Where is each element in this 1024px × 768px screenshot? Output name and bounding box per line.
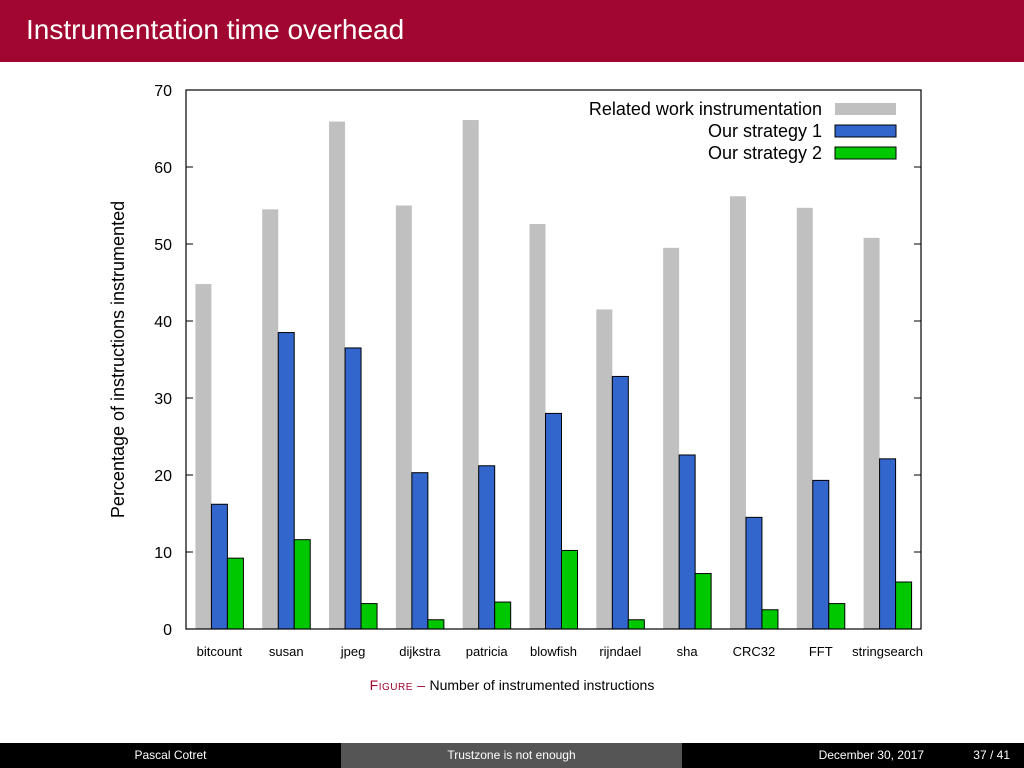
bar-blowfish-series-2 [545,412,562,630]
bar-stringsearch-series-3 [895,581,913,630]
slide-title: Instrumentation time overhead [26,14,405,45]
bar-blowfish-series-3 [561,549,578,630]
bar-stringsearch-series-2 [879,458,897,630]
bar-stringsearch-series-1 [863,237,880,629]
y-tick-label: 0 [163,622,172,639]
bar-crc32-series-2 [745,516,763,630]
bar-jpeg-series-1 [329,121,346,629]
x-tick-label: patricia [466,644,509,659]
y-tick-label: 40 [154,314,172,331]
bar-fft-series-3 [828,603,846,630]
x-tick-label: blowfish [530,644,577,659]
bar-bitcount-series-2 [210,503,228,630]
bar-susan-series-3 [293,539,311,630]
bar-fft-series-2 [812,479,830,630]
bar-rijndael-series-1 [596,309,613,629]
footer-date-segment: December 30, 2017 37 / 41 [682,743,1024,768]
legend-label-series-1: Related work instrumentation [589,99,822,119]
bar-sha-series-1 [663,247,680,629]
footer-author: Pascal Cotret [134,748,207,762]
bar-dijkstra-series-2 [411,472,429,630]
y-axis-label: Percentage of instructions instrumented [108,201,128,518]
bar-blowfish-series-1 [529,223,546,630]
x-tick-label: stringsearch [852,644,923,659]
x-tick-label: FFT [809,644,833,659]
bar-fft-series-1 [796,207,813,629]
y-tick-label: 10 [154,545,172,562]
footer-talk-title: Trustzone is not enough [447,748,576,762]
bar-crc32-series-1 [729,196,746,629]
footer-author-segment: Pascal Cotret [0,743,341,768]
y-tick-label: 30 [154,391,172,408]
legend-swatch-series-2 [834,124,897,138]
legend-swatch-series-1 [835,103,896,115]
slide-footer: Pascal Cotret Trustzone is not enough De… [0,743,1024,768]
footer-date: December 30, 2017 [818,748,924,762]
slide-header: Instrumentation time overhead [0,0,1024,62]
x-tick-label: jpeg [340,644,366,659]
bar-crc32-series-3 [761,609,779,630]
footer-page-number: 37 / 41 [973,748,1010,762]
figure-caption-text: Number of instrumented instructions [429,677,655,693]
y-tick-label: 60 [154,160,172,177]
bar-jpeg-series-2 [344,347,362,630]
bar-dijkstra-series-3 [427,619,445,630]
x-tick-label: bitcount [197,644,243,659]
bar-susan-series-1 [262,209,279,629]
x-tick-label: rijndael [599,644,641,659]
y-tick-label: 50 [154,237,172,254]
x-tick-label: CRC32 [733,644,776,659]
bar-sha-series-2 [678,454,696,630]
figure-label: Figure – [369,677,426,693]
y-tick-label: 70 [154,83,172,100]
bar-sha-series-3 [694,573,712,630]
plot-frame [185,89,922,630]
figure-caption: Figure – Number of instrumented instruct… [0,677,1024,693]
y-tick-label: 20 [154,468,172,485]
footer-title-segment: Trustzone is not enough [341,743,682,768]
bar-rijndael-series-2 [611,375,629,630]
bar-patricia-series-2 [478,465,496,630]
bar-chart: bitcount susan jpeg dijkstra patricia blowfis… [108,83,923,659]
x-tick-label: sha [677,644,699,659]
bar-susan-series-2 [277,332,295,630]
legend-swatch-series-3 [834,146,897,160]
legend-label-series-3: Our strategy 2 [708,143,822,163]
bar-dijkstra-series-1 [395,205,412,629]
bar-bitcount-series-1 [195,284,212,629]
legend-label-series-2: Our strategy 1 [708,121,822,141]
bar-rijndael-series-3 [627,619,645,630]
bar-patricia-series-1 [462,120,479,629]
bar-jpeg-series-3 [360,603,378,630]
x-tick-label: dijkstra [399,644,441,659]
x-tick-label: susan [269,644,304,659]
bar-bitcount-series-3 [226,557,244,630]
bar-patricia-series-3 [494,601,512,630]
